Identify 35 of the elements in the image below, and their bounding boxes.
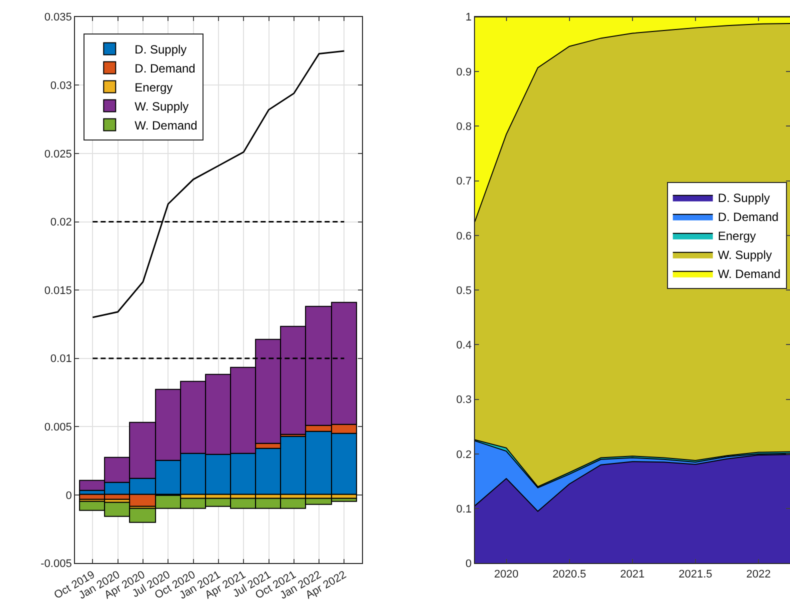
x-tick-label: 2021.5 xyxy=(678,568,712,580)
y-tick-label: 0.035 xyxy=(44,12,72,24)
x-tick-label: 2020 xyxy=(494,568,519,580)
legend-label: W. Demand xyxy=(134,118,198,132)
y-tick-label: 0.005 xyxy=(44,421,72,434)
y-tick-label: 1 xyxy=(465,12,472,24)
x-tick-label: 2022 xyxy=(746,568,771,580)
legend-label: D. Supply xyxy=(718,191,770,206)
legend-label: D. Demand xyxy=(718,210,779,224)
y-tick-label: 0.8 xyxy=(456,120,472,133)
legend-label: W. Supply xyxy=(134,99,189,114)
y-tick-label: 0.015 xyxy=(44,284,72,297)
y-tick-label: 0 xyxy=(66,490,72,502)
y-tick-label: 0.3 xyxy=(456,394,472,406)
y-tick-label: 0.01 xyxy=(50,353,72,366)
y-tick-label: 0.02 xyxy=(50,216,72,229)
y-tick-label: -0.005 xyxy=(40,558,72,570)
legend-label: Energy xyxy=(718,229,756,244)
y-tick-label: 0.9 xyxy=(456,66,472,78)
y-tick-label: 0.6 xyxy=(456,230,472,242)
x-tick-label: 2021 xyxy=(620,568,645,580)
legend-label: D. Demand xyxy=(134,61,196,76)
x-tick-label: 2020.5 xyxy=(552,568,586,580)
legend-label: D. Supply xyxy=(134,42,187,56)
legend-label: W. Demand xyxy=(718,267,781,282)
y-tick-label: 0.025 xyxy=(44,148,72,160)
y-tick-label: 0.5 xyxy=(456,284,472,297)
y-tick-label: 0.4 xyxy=(456,340,472,352)
y-tick-label: 0.7 xyxy=(456,176,472,188)
legend-label: W. Supply xyxy=(718,248,772,262)
y-tick-label: 0.03 xyxy=(50,80,72,92)
y-tick-label: 0.2 xyxy=(456,448,472,461)
legend-label: Energy xyxy=(134,80,173,94)
y-tick-label: 0.1 xyxy=(456,503,472,516)
y-tick-label: 0 xyxy=(465,558,472,570)
